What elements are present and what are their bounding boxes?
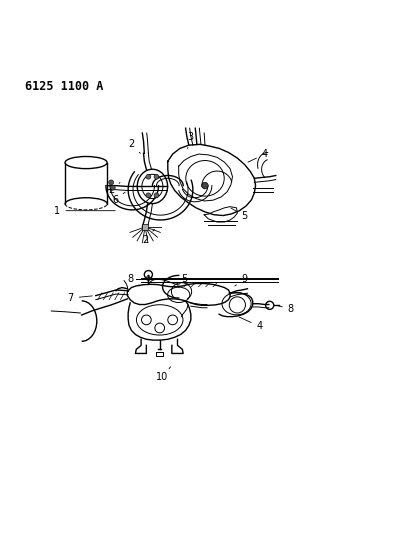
- Circle shape: [154, 193, 159, 198]
- FancyBboxPatch shape: [142, 224, 148, 230]
- Text: 6125 1100 A: 6125 1100 A: [25, 79, 103, 93]
- Text: 2: 2: [142, 229, 154, 245]
- Circle shape: [146, 174, 151, 179]
- Text: 5: 5: [230, 208, 247, 221]
- Text: 9: 9: [234, 274, 247, 286]
- Circle shape: [146, 193, 151, 198]
- Text: 8: 8: [127, 274, 139, 286]
- Text: 4: 4: [238, 317, 262, 332]
- Text: 5: 5: [178, 274, 187, 287]
- Text: 2: 2: [108, 183, 120, 196]
- Circle shape: [154, 174, 159, 179]
- Text: 10: 10: [156, 367, 170, 382]
- Text: 6: 6: [112, 192, 125, 205]
- Text: 8: 8: [276, 304, 293, 314]
- Text: 2: 2: [128, 139, 140, 154]
- Text: 3: 3: [187, 132, 193, 149]
- Text: 1: 1: [54, 206, 115, 216]
- Text: 4: 4: [247, 149, 267, 162]
- Text: 7: 7: [67, 293, 92, 303]
- Circle shape: [108, 180, 113, 185]
- Circle shape: [110, 185, 115, 190]
- Circle shape: [201, 182, 208, 189]
